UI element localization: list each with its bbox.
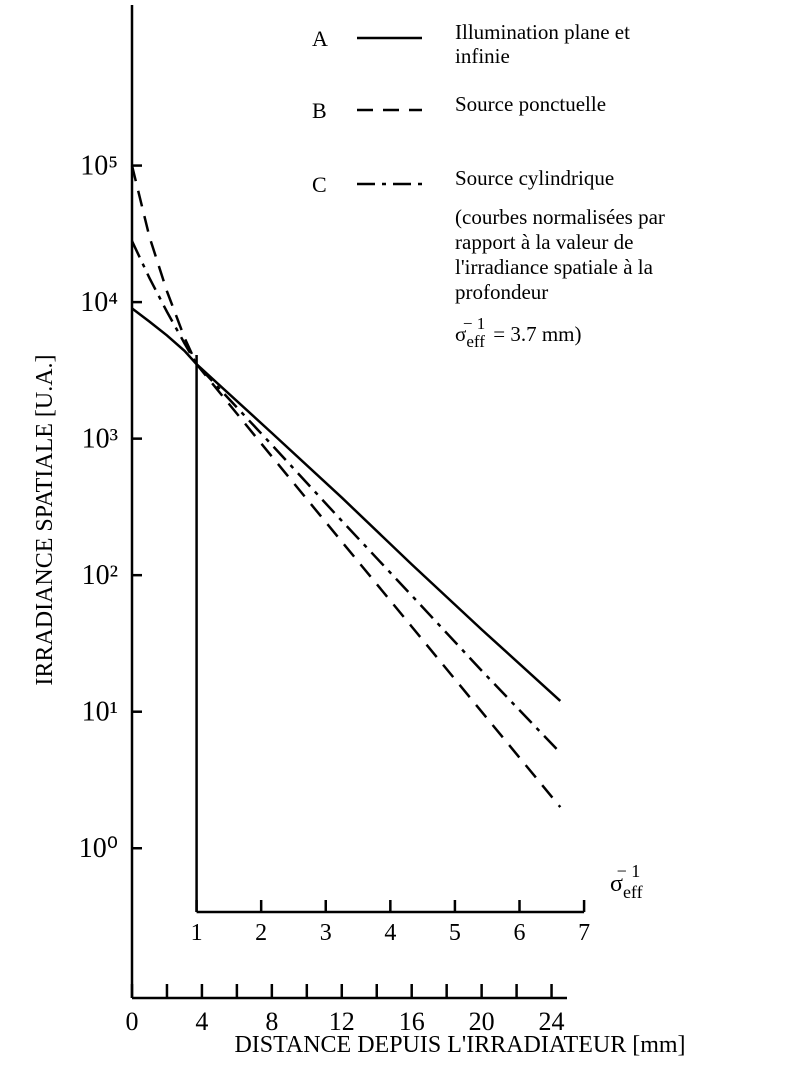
legend-key: A xyxy=(312,26,328,51)
series-line xyxy=(130,240,562,754)
legend-key: B xyxy=(312,98,327,123)
x-tick-label: 20 xyxy=(469,1007,495,1036)
x2-sub: eff xyxy=(622,882,643,902)
x-tick-label: 4 xyxy=(195,1007,208,1036)
x2-tick-label: 6 xyxy=(514,920,526,946)
x-tick-label: 24 xyxy=(539,1007,565,1036)
x-axis-title: DISTANCE DEPUIS L'IRRADIATEUR [mm] xyxy=(234,1032,685,1058)
y-tick-label: 10⁵ xyxy=(80,151,118,182)
x-tick-label: 16 xyxy=(399,1007,425,1036)
note-value: = 3.7 mm) xyxy=(493,322,582,346)
y-tick-label: 10⁴ xyxy=(80,287,118,318)
note-sub: eff xyxy=(466,332,485,351)
x-tick-label: 12 xyxy=(329,1007,355,1036)
y-tick-label: 10³ xyxy=(82,424,118,455)
note-symbol: σ xyxy=(455,322,467,346)
y-axis-title: IRRADIANCE SPATIALE [U.A.] xyxy=(32,354,58,685)
x2-tick-label: 7 xyxy=(578,920,590,946)
x2-tick-label: 4 xyxy=(384,920,396,946)
note-sup: − 1 xyxy=(462,314,486,333)
series-line xyxy=(130,165,562,808)
x2-sup: − 1 xyxy=(616,861,641,881)
note: (courbes normalisées par rapport à la va… xyxy=(455,205,665,304)
y-tick-label: 10¹ xyxy=(82,697,118,728)
x2-axis-title: σeff− 1 xyxy=(610,861,666,902)
legend-key: C xyxy=(312,172,327,197)
x-tick-label: 8 xyxy=(265,1007,278,1036)
x2-tick-label: 5 xyxy=(449,920,461,946)
y-tick-label: 10⁰ xyxy=(79,833,118,864)
legend-label: Source cylindrique xyxy=(455,166,615,190)
legend-label: Illumination plane et infinie xyxy=(455,20,630,68)
legend-label: Source ponctuelle xyxy=(455,92,607,116)
x2-tick-label: 2 xyxy=(255,920,267,946)
series-line xyxy=(131,307,562,702)
x2-tick-label: 3 xyxy=(320,920,332,946)
x2-symbol: σ xyxy=(610,871,623,897)
x-tick-label: 0 xyxy=(126,1007,139,1036)
x2-tick-label: 1 xyxy=(191,920,203,946)
y-tick-label: 10² xyxy=(82,560,118,591)
note-formula: σeff− 1 = 3.7 mm) xyxy=(455,314,715,351)
